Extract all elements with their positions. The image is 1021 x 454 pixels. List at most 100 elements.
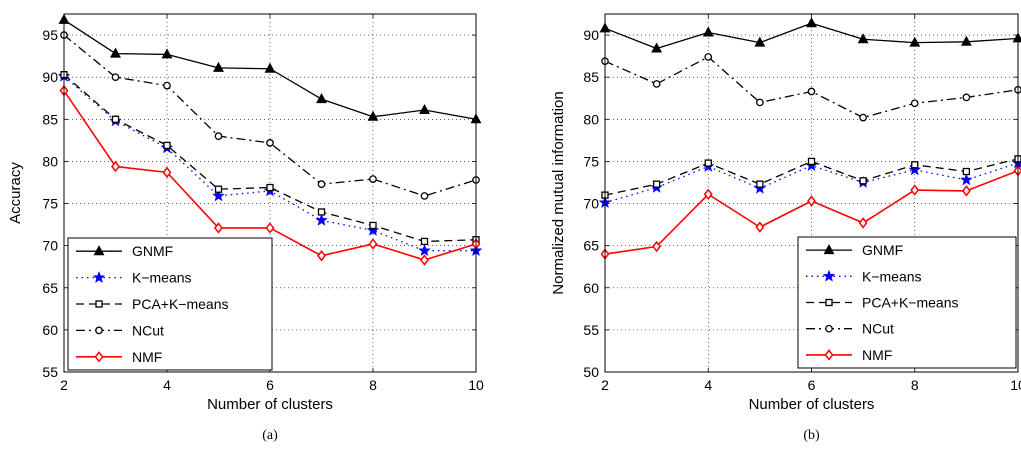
panel-b-data-point xyxy=(754,36,766,47)
panel-b-data-point xyxy=(756,98,764,107)
panel-a-ytick-label: 70 xyxy=(42,238,58,254)
panel-a-legend-label: NMF xyxy=(132,349,162,365)
panel-b-data-point xyxy=(651,42,663,53)
panel-a-data-point xyxy=(369,221,377,230)
panel-b-legend-marker xyxy=(822,269,836,282)
panel-b-data-point xyxy=(756,180,764,188)
panel-b-ytick-label: 90 xyxy=(583,27,599,43)
panel-b-data-point xyxy=(703,188,713,200)
panel-b-legend-label: NMF xyxy=(862,347,892,363)
panel-a-data-point xyxy=(367,110,379,121)
panel-b-legend-marker xyxy=(823,244,835,255)
panel-a-data-point xyxy=(111,115,120,123)
panel-a-data-point xyxy=(266,139,274,147)
panel-a-data-point xyxy=(317,208,326,216)
panel-b-legend-item: NMF xyxy=(806,347,892,363)
panel-a-series-line xyxy=(63,74,477,243)
panel-a-data-point xyxy=(214,185,223,193)
panel-b-xtick-label: 4 xyxy=(704,377,712,393)
panel-a-data-point xyxy=(420,237,429,246)
panel-b-legend-item: GNMF xyxy=(806,242,903,258)
panel-a-caption: (a) xyxy=(262,428,278,443)
panel-b-data-point xyxy=(908,163,922,176)
panel-b-legend-marker xyxy=(825,324,833,333)
panel-a-legend-label: K−means xyxy=(132,270,192,286)
panel-a-data-point xyxy=(163,141,171,150)
panel-b-data-point xyxy=(652,180,661,188)
panel-a-ytick-label: 95 xyxy=(42,27,58,43)
panel-a-data-point xyxy=(419,103,430,115)
panel-b-xtick-label: 6 xyxy=(808,377,816,393)
panel-a-ytick-label: 60 xyxy=(42,322,58,338)
panel-a-data-point xyxy=(264,62,276,73)
panel-a-data-point xyxy=(111,160,120,173)
panel-b-series-line xyxy=(604,158,1019,196)
panel-a-xtick-label: 2 xyxy=(60,377,68,393)
panel-a-data-point xyxy=(266,183,274,192)
panel-b-data-point xyxy=(652,80,661,88)
panel-a-data-point xyxy=(369,175,377,183)
panel-a-ytick-label: 85 xyxy=(42,111,58,127)
panel-b-ytick-label: 60 xyxy=(583,280,599,296)
panel-a-data-point xyxy=(213,61,224,72)
panel-b-legend-label: PCA+K−means xyxy=(862,295,959,311)
panel-a-data-point xyxy=(315,213,328,226)
panel-a-x-axis-title: Number of clusters xyxy=(207,396,333,413)
panel-a-data-point xyxy=(420,254,429,266)
panel-b-series-line xyxy=(604,162,1019,204)
panel-a-data-point xyxy=(265,222,275,234)
panel-b-legend-label: NCut xyxy=(862,321,894,337)
panel-b-series-1 xyxy=(599,17,1021,53)
panel-b-data-point xyxy=(961,185,971,197)
panel-b-data-point xyxy=(807,195,816,207)
panel-a-legend-label: PCA+K−means xyxy=(132,296,229,312)
panel-b-legend-item: PCA+K−means xyxy=(806,295,959,311)
panel-b-data-point xyxy=(962,93,971,102)
panel-a-legend-marker xyxy=(95,300,103,308)
panel-b-data-point xyxy=(910,99,919,108)
panel-a-series-1 xyxy=(58,13,482,124)
panel-a-legend-item: K−means xyxy=(76,270,192,286)
panel-a-data-point xyxy=(212,189,225,202)
panel-b-y-axis-title: Normalized mutual information xyxy=(550,91,567,294)
panel-b-legend-item: NCut xyxy=(806,321,894,337)
panel-a-data-point xyxy=(420,192,429,200)
panel-a-ytick-label: 55 xyxy=(42,364,58,380)
panel-b-data-point xyxy=(704,53,713,61)
panel-a-ytick-label: 80 xyxy=(42,153,58,169)
panel-b-ticks: 50 55 60 65 70 75 80 85 90 2 4 6 8 10 xyxy=(583,14,1021,393)
panel-b-legend: GNMF K−means PCA+K−means NCut NMF xyxy=(797,236,1017,369)
panel-b-data-point xyxy=(911,161,919,169)
panel-a-legend-marker xyxy=(95,326,103,335)
panel-a-data-point xyxy=(317,250,326,262)
panel-a-data-point xyxy=(110,47,121,58)
panel-a-xtick-label: 8 xyxy=(369,377,377,393)
panel-b-data-point xyxy=(959,173,973,186)
panel-b-data-point xyxy=(909,36,921,47)
panel-a-data-point xyxy=(418,243,431,257)
panel-b-plot-frame xyxy=(604,13,1019,373)
panel-a-legend-marker xyxy=(92,270,106,284)
panel-a-plot-frame xyxy=(63,13,477,373)
panel-a-legend-item: NMF xyxy=(76,349,162,365)
panel-a-chart: 55 60 65 70 75 80 85 90 95 2 4 6 8 10 Number of cluste… xyxy=(7,13,484,443)
panel-b-series-3 xyxy=(601,155,1021,199)
panel-b-data-point xyxy=(910,184,920,196)
panel-a-xtick-label: 6 xyxy=(266,377,274,393)
panel-b-legend-marker xyxy=(825,298,833,307)
panel-a-ytick-label: 65 xyxy=(42,280,58,296)
panel-a-data-point xyxy=(214,132,223,140)
panel-b-data-point xyxy=(702,26,714,37)
panel-a-data-point xyxy=(162,166,172,179)
panel-a-xtick-label: 10 xyxy=(468,377,484,393)
panel-b-data-point xyxy=(859,177,867,185)
panel-b-data-point xyxy=(807,87,816,96)
panel-a-legend-label: NCut xyxy=(132,322,164,338)
panel-a-data-point xyxy=(111,73,120,82)
panel-b-ytick-label: 55 xyxy=(583,322,599,338)
panel-a-series-line xyxy=(63,34,477,197)
panel-b-data-point xyxy=(806,17,817,28)
panel-b-series-4 xyxy=(601,53,1021,122)
panel-a-legend-marker xyxy=(94,351,104,363)
